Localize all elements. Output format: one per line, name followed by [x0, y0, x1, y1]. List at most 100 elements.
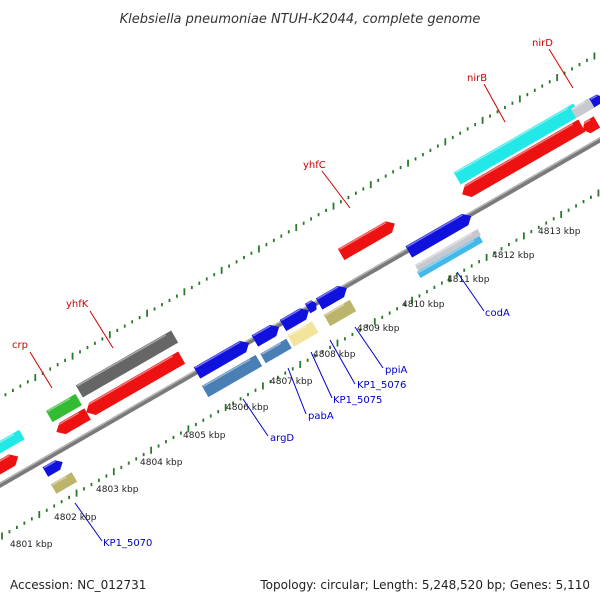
gene-label-codA[interactable]: codA — [485, 308, 510, 319]
top-tick-row — [4, 52, 596, 397]
gene-red-nirB-body — [462, 119, 586, 197]
gene-pabA — [260, 338, 292, 364]
gene-yhfK-gray-shine — [76, 334, 167, 387]
gene-KP1_5075-shine — [288, 325, 307, 337]
scale-label: 4812 kbp — [492, 251, 535, 261]
leader-nirB — [483, 83, 506, 123]
leader-yhfC — [321, 170, 351, 209]
gene-red-nirB — [459, 119, 586, 197]
scale-label: 4802 kbp — [54, 513, 97, 523]
gene-blue-edge-top — [589, 94, 600, 108]
gene-label-argD[interactable]: argD — [270, 433, 294, 444]
gene-nirD — [570, 97, 596, 119]
gene-codA-blue — [417, 236, 483, 278]
gene-blue-g — [405, 213, 472, 258]
gene-argD-body — [201, 354, 263, 398]
gene-label-yhfK[interactable]: yhfK — [66, 299, 89, 310]
gene-features — [0, 94, 600, 494]
gene-nirD-shine — [571, 101, 586, 110]
gene-blue-c-shine — [252, 325, 271, 337]
bottom-gene-labels: KP1_5070 argD pabA KP1_5075 KP1_5076 ppi… — [103, 308, 510, 549]
gene-KP1_5070-shine — [51, 476, 67, 486]
gene-pabA-body — [260, 338, 292, 364]
gene-blue-e-shine — [306, 300, 312, 305]
gene-red-edge-body — [583, 116, 600, 134]
leader-pabA — [287, 367, 307, 415]
gene-red-yhfK-body — [86, 351, 186, 415]
gene-blue-a — [42, 460, 63, 477]
gene-label-crp[interactable]: crp — [12, 340, 28, 351]
gene-blue-b-shine — [194, 341, 241, 369]
scale-label: 4807 kbp — [270, 377, 313, 387]
label-leader-lines — [29, 48, 574, 542]
gene-red-crp-body — [56, 408, 91, 435]
gene-label-KP1_5076[interactable]: KP1_5076 — [357, 380, 406, 391]
gene-nirB-cyan — [453, 103, 581, 185]
gene-label-ppiA[interactable]: ppiA — [385, 365, 407, 376]
gene-blue-a-shine — [43, 460, 56, 469]
gene-label-KP1_5070[interactable]: KP1_5070 — [103, 538, 152, 549]
gene-yhfC — [337, 221, 395, 261]
gene-label-nirB[interactable]: nirB — [467, 73, 487, 84]
scale-label: 4803 kbp — [96, 485, 139, 495]
gene-yhfC-body — [337, 221, 395, 261]
scale-label: 4804 kbp — [140, 458, 183, 468]
gene-red-yhfK — [83, 351, 186, 415]
gene-codA-blue-body — [417, 236, 483, 278]
gene-blue-f-shine — [317, 286, 339, 300]
gene-label-yhfC[interactable]: yhfC — [303, 160, 326, 171]
gene-blue-f — [315, 285, 347, 310]
gene-crp — [46, 393, 82, 423]
gene-label-pabA[interactable]: pabA — [308, 411, 334, 422]
gene-crp-shine — [47, 397, 71, 412]
gene-red-edge — [580, 116, 600, 134]
gene-label-KP1_5075[interactable]: KP1_5075 — [333, 395, 382, 406]
gene-KP1_5070 — [50, 472, 78, 494]
gene-blue-d-shine — [280, 308, 301, 321]
gene-yhfC-shine — [339, 221, 387, 250]
leader-yhfK — [89, 310, 114, 349]
gene-red-left-shine — [0, 454, 10, 473]
accession-text: Accession: NC_012731 — [10, 578, 147, 592]
gene-red-yhfK-shine — [83, 355, 174, 408]
bottom-tick-row — [1, 189, 600, 540]
gene-label-nirD[interactable]: nirD — [532, 38, 553, 49]
gene-blue-f-body — [315, 285, 347, 310]
topology-text: Topology: circular; Length: 5,248,520 bp… — [260, 578, 590, 592]
gene-cyan-left-shine — [0, 433, 15, 454]
top-gene-labels: crp yhfK yhfC nirB nirD — [12, 38, 553, 351]
gene-blue-b — [193, 340, 250, 379]
gene-nirB-cyan-shine — [454, 107, 569, 174]
scale-label: 4806 kbp — [226, 403, 269, 413]
gene-blue-c-body — [251, 324, 280, 347]
gene-KP1_5075-body — [287, 321, 319, 347]
leader-nirD — [548, 48, 574, 89]
scale-label: 4801 kbp — [10, 540, 53, 550]
gene-KP1_5076-shine — [324, 303, 345, 316]
gene-red-crp — [54, 408, 91, 435]
gene-argD — [201, 354, 263, 398]
gene-cyan-left — [0, 429, 25, 463]
leader-crp — [29, 351, 53, 389]
scale-label: 4809 kbp — [357, 324, 400, 334]
scale-label: 4808 kbp — [313, 350, 356, 360]
gene-red-edge-shine — [580, 119, 591, 126]
gene-KP1_5070-body — [50, 472, 78, 494]
gene-KP1_5076-body — [323, 299, 357, 327]
gene-codA-gray-shine — [416, 232, 473, 267]
gene-red-left — [0, 454, 19, 484]
gene-blue-edge-top-shine — [590, 94, 598, 100]
scale-label: 4805 kbp — [183, 431, 226, 441]
gene-blue-g-shine — [406, 214, 463, 248]
gene-blue-b-body — [193, 340, 250, 379]
gene-blue-g-body — [405, 213, 472, 258]
gene-KP1_5075 — [287, 321, 319, 347]
leader-ppiA — [354, 326, 384, 369]
gene-yhfK-gray — [75, 330, 179, 398]
scale-label: 4813 kbp — [538, 227, 581, 237]
gene-blue-a-body — [42, 460, 63, 477]
gene-KP1_5076 — [323, 299, 357, 327]
gene-blue-e-body — [304, 300, 317, 314]
leader-codA — [456, 271, 485, 312]
